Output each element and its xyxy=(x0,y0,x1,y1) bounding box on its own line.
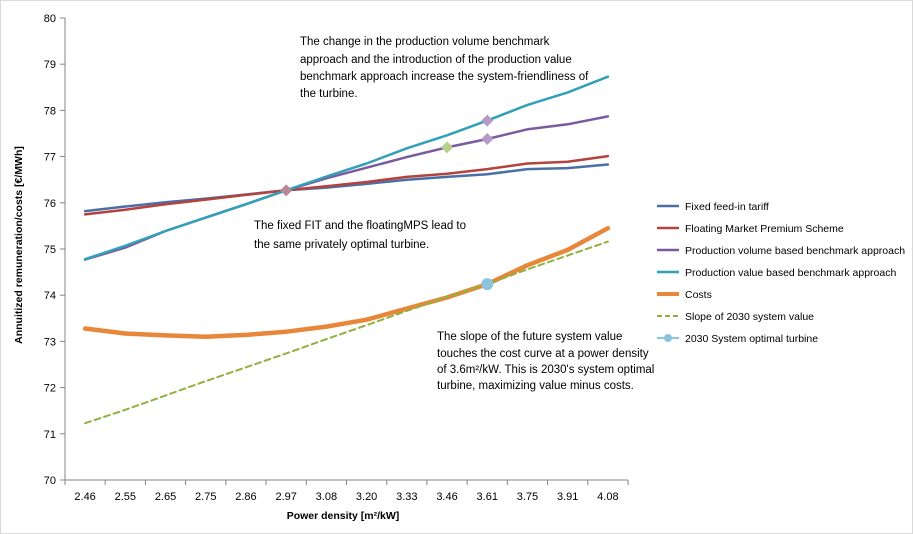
series-line-costs xyxy=(82,225,611,340)
series-line-floating-market-premium-scheme xyxy=(83,154,610,216)
annotation-line: touches the cost curve at a power densit… xyxy=(437,348,649,360)
annotation-line: The slope of the future system value xyxy=(437,331,622,343)
x-tick-label: 3.46 xyxy=(436,491,457,503)
y-tick-label: 70 xyxy=(44,475,56,487)
x-tick-label: 3.91 xyxy=(557,491,578,503)
x-tick-label: 3.08 xyxy=(316,491,337,503)
annotation-line: approach and the introduction of the pro… xyxy=(300,54,572,66)
y-tick-label: 73 xyxy=(44,336,56,348)
x-tick-label: 2.55 xyxy=(115,491,136,503)
legend-label: Fixed feed-in tariff xyxy=(685,201,769,213)
y-tick-label: 71 xyxy=(44,429,56,441)
annotation-line: the turbine. xyxy=(300,88,358,100)
chart-legend: Fixed feed-in tariff Floating Market Prem… xyxy=(657,201,905,345)
data-point-diamond xyxy=(481,114,494,127)
x-tick-label: 2.97 xyxy=(275,491,296,503)
x-tick-label: 3.75 xyxy=(517,491,538,503)
x-tick-label: 3.33 xyxy=(396,491,417,503)
x-tick-label: 4.08 xyxy=(597,491,618,503)
annotation-system-optimal: The slope of the future system value tou… xyxy=(437,331,658,392)
system-optimal-point xyxy=(481,278,494,291)
x-tick-label: 3.20 xyxy=(356,491,377,503)
annotation-line: benchmark approach increase the system-f… xyxy=(300,71,589,83)
data-point-diamond xyxy=(280,184,293,197)
x-tick-label: 2.75 xyxy=(195,491,216,503)
y-tick-label: 77 xyxy=(44,152,56,164)
annotation-line: turbine, maximizing value minus costs. xyxy=(437,380,634,392)
y-tick-label: 79 xyxy=(44,59,56,71)
x-axis-ticks: 2.46 2.55 2.65 2.75 2.86 2.97 3.08 3.20 3.33 3.46… xyxy=(64,480,629,503)
x-tick-label: 3.61 xyxy=(477,491,498,503)
y-axis-title: Annuitized remuneration/costs [€/MWh] xyxy=(13,146,25,344)
data-point-diamond xyxy=(441,141,454,154)
annotation-line: The fixed FIT and the floatingMPS lead t… xyxy=(254,220,466,232)
annotation-system-friendliness: The change in the production volume benc… xyxy=(300,36,591,100)
y-tick-label: 80 xyxy=(44,13,56,25)
x-tick-label: 2.86 xyxy=(235,491,256,503)
series-markers xyxy=(280,114,494,291)
legend-label: Production volume based benchmark approa… xyxy=(685,245,905,257)
annotation-line: of 3.6m²/kW. This is 2030's system optim… xyxy=(437,364,654,376)
data-point-diamond xyxy=(481,133,494,146)
annotation-private-optimal: The fixed FIT and the floatingMPS lead t… xyxy=(254,220,469,251)
annotation-line: The change in the production volume benc… xyxy=(300,36,550,48)
legend-label: Production value based benchmark approac… xyxy=(685,267,896,279)
series-lines xyxy=(82,75,611,425)
series-line-slope-of-2030-system-value xyxy=(84,240,609,425)
x-tick-label: 2.65 xyxy=(155,491,176,503)
y-tick-label: 76 xyxy=(44,198,56,210)
legend-label: Floating Market Premium Scheme xyxy=(685,223,844,235)
y-tick-label: 72 xyxy=(44,383,56,395)
x-axis-title: Power density [m²/kW] xyxy=(287,510,400,522)
series-line-fixed-feed-in-tariff xyxy=(83,163,610,213)
x-tick-label: 2.46 xyxy=(74,491,95,503)
y-tick-label: 78 xyxy=(44,105,56,117)
y-tick-label: 75 xyxy=(44,244,56,256)
legend-label: 2030 System optimal turbine xyxy=(685,333,818,345)
y-tick-label: 74 xyxy=(44,290,56,302)
y-axis-ticks: 70 71 72 73 74 75 76 77 78 79 80 xyxy=(44,13,65,487)
legend-label: Slope of 2030 system value xyxy=(685,311,814,323)
legend-swatch-marker xyxy=(664,334,672,342)
series-line-production-value-based-benchmark-approach xyxy=(83,75,610,261)
legend-label: Costs xyxy=(685,289,712,301)
annotation-line: the same privately optimal turbine. xyxy=(254,239,429,251)
